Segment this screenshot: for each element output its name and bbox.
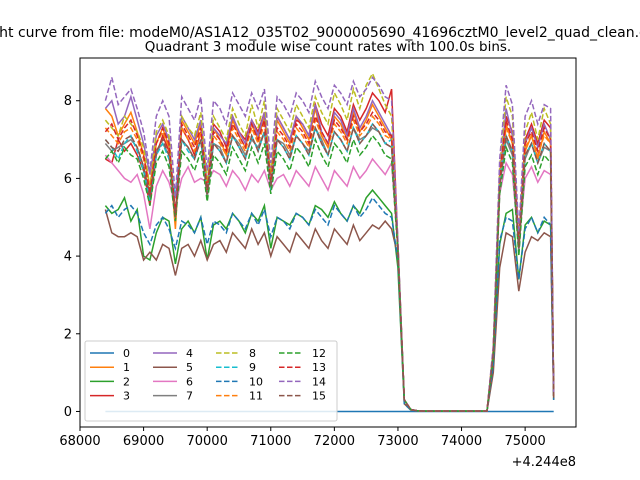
x-tick-label: 69000 — [123, 434, 164, 449]
series-line-14 — [104, 76, 555, 412]
chart-title: Quadrant 3 module wise count rates with … — [145, 39, 511, 55]
legend-label-8: 8 — [249, 347, 256, 360]
x-tick-label: 72000 — [314, 434, 355, 449]
x-tick-label: 73000 — [377, 434, 418, 449]
series-line-15 — [104, 122, 555, 412]
x-tick-label: 74000 — [441, 434, 482, 449]
legend-label-1: 1 — [123, 361, 130, 374]
plot-lines — [104, 71, 555, 413]
y-tick-label: 8 — [64, 94, 72, 109]
series-line-12 — [104, 134, 555, 412]
figure-suptitle: Light curve from file: modeM0/AS1A12_035… — [0, 25, 640, 41]
legend-label-0: 0 — [123, 347, 130, 360]
y-tick-label: 4 — [64, 250, 72, 265]
x-tick-label: 71000 — [250, 434, 291, 449]
legend-label-3: 3 — [123, 390, 130, 403]
x-tick-label: 68000 — [59, 434, 100, 449]
x-offset-label: +4.244e8 — [512, 455, 576, 470]
x-axis: 68000 69000 70000 71000 72000 73000 74000 75000 — [59, 427, 546, 449]
legend-label-6: 6 — [186, 375, 193, 388]
legend-label-14: 14 — [312, 375, 326, 388]
legend-label-9: 9 — [249, 361, 256, 374]
legend-label-4: 4 — [186, 347, 193, 360]
y-tick-label: 2 — [64, 327, 72, 342]
legend-box — [84, 340, 338, 422]
y-axis: 0 2 4 6 8 — [64, 94, 80, 420]
y-tick-label: 0 — [64, 405, 72, 420]
plot-frame — [79, 57, 577, 428]
legend-label-15: 15 — [312, 390, 326, 403]
legend-label-13: 13 — [312, 361, 326, 374]
legend-label-7: 7 — [186, 390, 193, 403]
legend-label-5: 5 — [186, 361, 193, 374]
legend-label-2: 2 — [123, 375, 130, 388]
legend-label-10: 10 — [249, 375, 263, 388]
legend-label-12: 12 — [312, 347, 326, 360]
series-line-13 — [104, 111, 555, 412]
legend-label-11: 11 — [249, 390, 263, 403]
x-tick-label: 70000 — [186, 434, 227, 449]
x-tick-label: 75000 — [504, 434, 545, 449]
y-tick-label: 6 — [64, 172, 72, 187]
